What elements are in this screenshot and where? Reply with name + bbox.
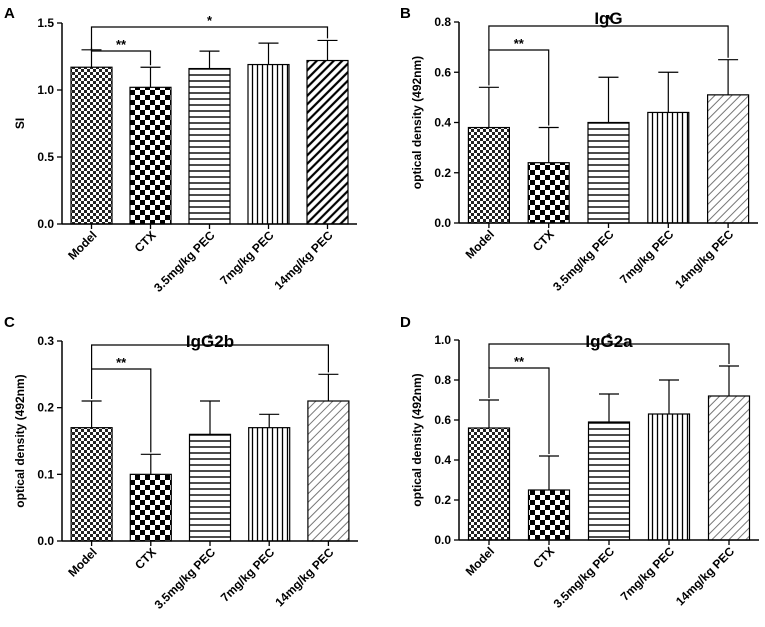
significance-bracket [91,344,329,373]
bar-3-5mg-kg-pec [587,421,631,541]
significance-label: * [207,13,213,28]
panel-d: D IgG2a 0.0 0.2 0.4 0.6 0.8 1.0 Model CTX3.5mg/kg… [400,314,759,611]
y-tick-label: 0.0 [434,216,451,230]
bar-model [70,66,113,225]
y-axis-title: optical density (492nm) [410,373,424,506]
bar-7mg-kg-pec [248,427,291,542]
significance-bracket [488,49,550,126]
significance-label: * [606,12,612,27]
y-axis-title: optical density (492nm) [13,374,27,507]
significance-label: ** [116,37,127,52]
bar-3-5mg-kg-pec [188,433,232,542]
bar-ctx [129,473,172,542]
y-tick-label: 0.8 [434,373,451,387]
x-category-label: Model [65,228,99,262]
x-category-label: Model [65,545,99,579]
significance-label: * [207,331,213,346]
bar-14mg-kg-pec [307,400,350,542]
x-category-label: 14mg/kg PEC [673,544,737,608]
x-category-label: 7mg/kg PEC [218,545,278,605]
x-category-label: 7mg/kg PEC [618,544,678,604]
bar-7mg-kg-pec [647,111,690,224]
significance-bracket [90,26,329,51]
significance-label: ** [116,355,127,370]
bar-ctx [527,162,570,224]
chart-title: IgG [594,9,622,28]
y-tick-label: 0.0 [434,533,451,547]
y-tick-label: 0.6 [434,413,451,427]
bar-ctx [129,86,172,225]
significance-bracket [488,25,729,58]
bar-14mg-kg-pec [706,94,750,224]
chart-title: IgG2b [186,332,234,351]
y-tick-label: 1.0 [434,333,451,347]
x-category-label: 3.5mg/kg PEC [551,544,618,611]
y-tick-label: 0.2 [37,401,54,415]
x-category-label: 3.5mg/kg PEC [151,228,218,295]
y-tick-label: 0.2 [434,166,451,180]
y-tick-label: 0.8 [434,15,451,29]
y-tick-label: 0.0 [37,217,54,231]
bar-7mg-kg-pec [647,413,691,541]
x-category-label: 14mg/kg PEC [272,545,336,609]
bar-ctx [527,489,571,541]
y-tick-label: 0.5 [37,150,54,164]
x-category-label: 3.5mg/kg PEC [550,227,617,294]
y-tick-label: 0.4 [434,453,451,467]
x-category-label: Model [463,227,497,261]
panel-letter: C [4,314,15,331]
chart-title: IgG2a [585,332,633,351]
bar-3-5mg-kg-pec [587,121,630,224]
significance-label: * [606,330,612,345]
bar-14mg-kg-pec [306,59,349,225]
x-category-label: 7mg/kg PEC [617,227,677,287]
x-category-label: CTX [132,228,159,255]
significance-label: ** [514,36,525,51]
bar-model [70,427,113,542]
bar-14mg-kg-pec [707,395,751,541]
bar-3-5mg-kg-pec [188,67,231,225]
y-tick-label: 1.0 [37,83,54,97]
x-category-label: CTX [132,545,159,572]
y-tick-label: 0.2 [434,493,451,507]
y-tick-label: 0.1 [37,467,54,481]
x-category-label: 3.5mg/kg PEC [152,545,219,612]
x-category-label: Model [463,544,497,578]
significance-label: ** [514,354,525,369]
panel-letter: A [4,5,15,22]
y-tick-label: 0.4 [434,116,451,130]
significance-bracket [91,368,152,453]
significance-bracket [488,367,550,454]
y-tick-label: 0.3 [37,334,54,348]
x-category-label: 14mg/kg PEC [271,228,335,292]
x-category-label: CTX [530,544,557,571]
x-category-label: CTX [530,227,557,254]
panel-letter: B [400,5,411,22]
x-category-label: 14mg/kg PEC [672,227,736,291]
bar-model [467,126,510,224]
panel-letter: D [400,314,411,331]
y-tick-label: 0.0 [37,534,54,548]
bar-model [467,427,511,541]
significance-bracket [488,343,730,368]
y-axis-title: SI [13,118,27,129]
bar-7mg-kg-pec [247,63,290,225]
y-axis-title: optical density (492nm) [410,56,424,189]
y-tick-label: 1.5 [37,16,54,30]
y-tick-label: 0.6 [434,65,451,79]
x-category-label: 7mg/kg PEC [217,228,277,288]
